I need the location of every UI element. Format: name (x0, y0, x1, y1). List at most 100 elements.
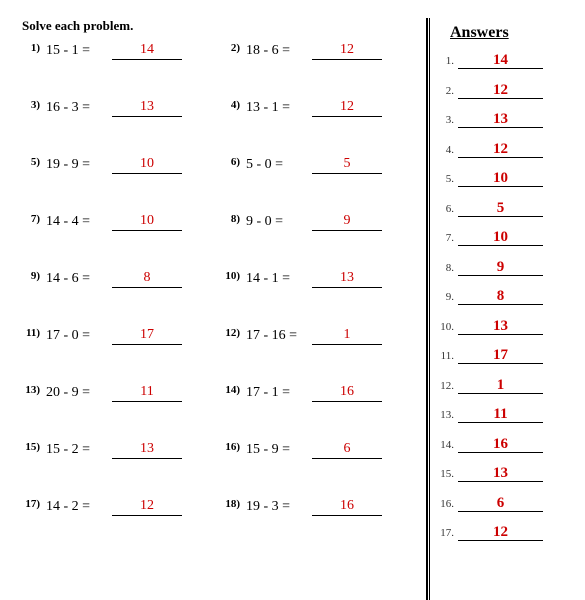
answer-key-blank: 8 (458, 288, 543, 305)
answer-blank[interactable]: 13 (112, 441, 182, 459)
answer-key-row: 9.8 (438, 288, 570, 305)
answer-blank[interactable]: 12 (312, 42, 382, 60)
answer-key-row: 16.6 (438, 495, 570, 512)
answer-blank[interactable]: 13 (112, 99, 182, 117)
answer-key-blank: 13 (458, 111, 543, 128)
answer-key-row: 13.11 (438, 406, 570, 423)
answer-value: 9 (344, 213, 351, 228)
problem-number: 5) (22, 156, 46, 168)
problem-row: 17)14 - 2 =12 (22, 498, 212, 516)
vertical-divider (426, 18, 430, 600)
answer-value: 5 (344, 156, 351, 171)
answer-key-index: 12. (438, 380, 458, 392)
problem-expression: 14 - 4 = (46, 214, 106, 230)
answer-blank[interactable]: 12 (312, 99, 382, 117)
answer-value: 13 (340, 270, 354, 285)
problem-row: 8)9 - 0 =9 (222, 213, 412, 231)
problem-number: 4) (222, 99, 246, 111)
answer-key-row: 7.10 (438, 229, 570, 246)
answer-key-value: 10 (493, 170, 508, 186)
answer-key-blank: 1 (458, 377, 543, 394)
answer-blank[interactable]: 13 (312, 270, 382, 288)
answer-key-row: 1.14 (438, 52, 570, 69)
problem-row: 7)14 - 4 =10 (22, 213, 212, 231)
problem-number: 12) (222, 327, 246, 339)
problems-grid: 1)15 - 1 =142)18 - 6 =123)16 - 3 =134)13… (22, 42, 412, 516)
answer-value: 6 (344, 441, 351, 456)
answer-blank[interactable]: 10 (112, 156, 182, 174)
answer-key-row: 3.13 (438, 111, 570, 128)
answer-key-index: 14. (438, 439, 458, 451)
problem-expression: 17 - 16 = (246, 328, 306, 344)
answer-value: 11 (140, 384, 153, 399)
problem-expression: 15 - 9 = (246, 442, 306, 458)
answer-key-value: 16 (493, 436, 508, 452)
problems-area: Solve each problem. 1)15 - 1 =142)18 - 6… (22, 18, 412, 600)
answer-blank[interactable]: 12 (112, 498, 182, 516)
problem-expression: 13 - 1 = (246, 100, 306, 116)
answer-value: 17 (140, 327, 154, 342)
answer-blank[interactable]: 16 (312, 384, 382, 402)
answer-key-index: 3. (438, 114, 458, 126)
problem-expression: 15 - 2 = (46, 442, 106, 458)
answer-key-value: 12 (493, 524, 508, 540)
answer-key-value: 13 (493, 465, 508, 481)
problem-row: 12)17 - 16 = 1 (222, 327, 412, 345)
answer-blank[interactable]: 1 (312, 327, 382, 345)
answer-blank[interactable]: 5 (312, 156, 382, 174)
problem-expression: 9 - 0 = (246, 214, 306, 230)
answer-blank[interactable]: 16 (312, 498, 382, 516)
problem-row: 14)17 - 1 =16 (222, 384, 412, 402)
worksheet-page: Solve each problem. 1)15 - 1 =142)18 - 6… (0, 0, 585, 600)
problem-number: 2) (222, 42, 246, 54)
problem-expression: 18 - 6 = (246, 43, 306, 59)
answer-key-blank: 16 (458, 436, 543, 453)
problem-expression: 14 - 2 = (46, 499, 106, 515)
answer-key-index: 4. (438, 144, 458, 156)
answer-value: 14 (140, 42, 154, 57)
answer-key-row: 17.12 (438, 524, 570, 541)
problem-row: 11)17 - 0 =17 (22, 327, 212, 345)
problem-number: 9) (22, 270, 46, 282)
answer-key-index: 2. (438, 85, 458, 97)
answer-key-row: 4.12 (438, 141, 570, 158)
answer-key-blank: 11 (458, 406, 543, 423)
answer-key-blank: 12 (458, 141, 543, 158)
answer-blank[interactable]: 10 (112, 213, 182, 231)
answer-value: 13 (140, 99, 154, 114)
problem-row: 10)14 - 1 =13 (222, 270, 412, 288)
answer-blank[interactable]: 9 (312, 213, 382, 231)
answer-value: 8 (144, 270, 151, 285)
answer-value: 12 (340, 42, 354, 57)
problem-number: 18) (222, 498, 246, 510)
answer-key-value: 5 (497, 200, 505, 216)
answer-key-index: 11. (438, 350, 458, 362)
answer-key-row: 5.10 (438, 170, 570, 187)
answer-blank[interactable]: 11 (112, 384, 182, 402)
answer-key-index: 8. (438, 262, 458, 274)
problem-number: 13) (22, 384, 46, 396)
answer-value: 10 (140, 213, 154, 228)
answer-value: 10 (140, 156, 154, 171)
answer-key-index: 1. (438, 55, 458, 67)
answer-key-value: 13 (493, 318, 508, 334)
answer-key-value: 12 (493, 82, 508, 98)
answer-key-index: 6. (438, 203, 458, 215)
answer-key-index: 7. (438, 232, 458, 244)
answer-key-blank: 13 (458, 465, 543, 482)
instruction-text: Solve each problem. (22, 18, 412, 34)
answer-value: 16 (340, 384, 354, 399)
answer-key-value: 12 (493, 141, 508, 157)
problem-number: 1) (22, 42, 46, 54)
answer-key-blank: 12 (458, 524, 543, 541)
problem-row: 4)13 - 1 = 12 (222, 99, 412, 117)
answer-value: 16 (340, 498, 354, 513)
answer-blank[interactable]: 14 (112, 42, 182, 60)
problem-row: 5)19 - 9 =10 (22, 156, 212, 174)
answer-blank[interactable]: 8 (112, 270, 182, 288)
answer-blank[interactable]: 17 (112, 327, 182, 345)
answer-key-blank: 17 (458, 347, 543, 364)
problem-row: 13)20 - 9 =11 (22, 384, 212, 402)
answer-blank[interactable]: 6 (312, 441, 382, 459)
problem-row: 16)15 - 9 =6 (222, 441, 412, 459)
